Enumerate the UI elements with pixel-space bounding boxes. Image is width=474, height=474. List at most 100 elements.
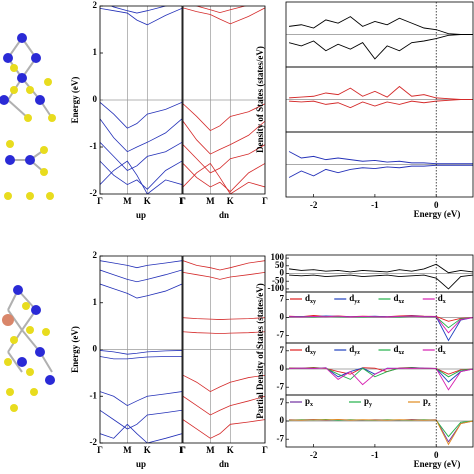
plot-frame	[99, 5, 183, 195]
y-tick-label: 7	[280, 294, 285, 304]
dos-curves	[289, 366, 473, 391]
band-line	[100, 409, 182, 430]
dos-line	[289, 367, 473, 391]
band-line	[183, 144, 265, 174]
legend-label: py	[364, 396, 372, 408]
dos-line	[289, 418, 473, 446]
legend-label: dyz	[349, 344, 360, 356]
band-line	[100, 118, 182, 153]
y-tick-label: -7	[277, 433, 285, 443]
x-tick-label: Γ	[179, 445, 185, 455]
x-tick-label: -1	[371, 450, 379, 460]
y-tick-label: 100	[271, 252, 285, 262]
y-tick-label: 1	[93, 297, 98, 307]
dos-line	[288, 34, 473, 60]
y-tick-label: 0	[280, 415, 285, 425]
y-tick-label: 7	[280, 397, 285, 407]
y-tick-label: 1	[93, 47, 98, 57]
bands	[100, 6, 182, 194]
x-tick-label: Γ	[180, 196, 186, 206]
y-tick-label: -2	[90, 188, 98, 198]
x-tick-label: -2	[310, 200, 318, 210]
y-tick-label: -1	[90, 141, 98, 151]
y-tick-label: -100	[268, 283, 285, 293]
x-axis-label: up	[136, 459, 146, 469]
band-line	[183, 162, 265, 194]
dos-line	[289, 315, 473, 334]
legend-label: dx	[438, 344, 446, 356]
band-line	[100, 160, 182, 190]
band-line	[110, 6, 168, 14]
x-axis-label: Energy (eV)	[414, 459, 461, 469]
x-tick-label: M	[123, 196, 132, 206]
dos-curves	[289, 418, 473, 446]
y-tick-label: 0	[93, 94, 98, 104]
band-line	[183, 260, 265, 271]
legend-label: dx	[438, 293, 446, 305]
band-line	[183, 7, 265, 25]
x-tick-label: K	[227, 196, 234, 206]
y-axis-label: Energy (eV)	[70, 326, 80, 373]
x-tick-label: Γ	[180, 445, 186, 455]
band-line	[100, 160, 182, 194]
legend-label: px	[305, 396, 313, 408]
x-tick-label: K	[144, 445, 151, 455]
x-axis-label: dn	[219, 459, 229, 469]
band-line	[100, 260, 182, 269]
panel-frame	[285, 131, 474, 198]
band-line	[183, 317, 265, 320]
plot-frame	[182, 255, 266, 444]
legend-label: dyz	[349, 293, 360, 305]
y-tick-label: 2	[93, 0, 98, 10]
dos-line	[289, 316, 473, 329]
band-line	[183, 120, 265, 155]
x-tick-label: Γ	[97, 196, 103, 206]
band-line	[183, 331, 265, 335]
x-tick-label: 0	[434, 450, 439, 460]
dos-line	[288, 164, 473, 178]
x-tick-label: K	[227, 445, 234, 455]
band-line	[195, 6, 247, 13]
x-tick-label: Γ	[179, 196, 185, 206]
x-tick-label: -1	[371, 200, 379, 210]
legend-label: dxy	[305, 344, 316, 356]
x-tick-label: M	[123, 445, 132, 455]
band-line	[183, 374, 265, 393]
x-axis-label: dn	[219, 210, 229, 220]
plot-frame	[182, 5, 266, 195]
legend-label: dxy	[305, 293, 316, 305]
x-tick-label: -2	[310, 450, 318, 460]
y-tick-label: -7	[277, 381, 285, 391]
bands	[183, 260, 265, 439]
structure-bottom	[2, 285, 55, 412]
dos-curves	[288, 151, 473, 178]
dos-curves	[288, 16, 473, 60]
band-line	[100, 350, 182, 355]
band-line	[100, 101, 182, 129]
y-tick-label: 0	[93, 344, 98, 354]
y-tick-label: 7	[280, 345, 285, 355]
y-axis-label: Density of States (states/eV)	[255, 46, 265, 153]
x-tick-label: Γ	[262, 445, 268, 455]
legend-label: dxz	[394, 344, 405, 356]
y-tick-label: -50	[272, 275, 284, 285]
dos-line	[289, 263, 473, 274]
band-line	[183, 163, 265, 193]
band-line	[100, 423, 182, 443]
x-tick-label: M	[206, 196, 215, 206]
x-tick-label: Γ	[262, 196, 268, 206]
bands	[100, 260, 182, 443]
y-tick-label: -1	[90, 390, 98, 400]
band-line	[183, 271, 265, 280]
legend-label: pz	[423, 396, 431, 408]
band-line	[183, 419, 265, 439]
dos-curves	[289, 315, 473, 342]
band-line	[100, 283, 182, 299]
dos-curves	[289, 263, 473, 290]
x-axis-label: up	[136, 210, 146, 220]
y-tick-label: -7	[277, 329, 285, 339]
y-tick-label: 0	[280, 363, 285, 373]
bands	[183, 6, 265, 194]
x-axis-label: Energy (eV)	[414, 209, 461, 219]
